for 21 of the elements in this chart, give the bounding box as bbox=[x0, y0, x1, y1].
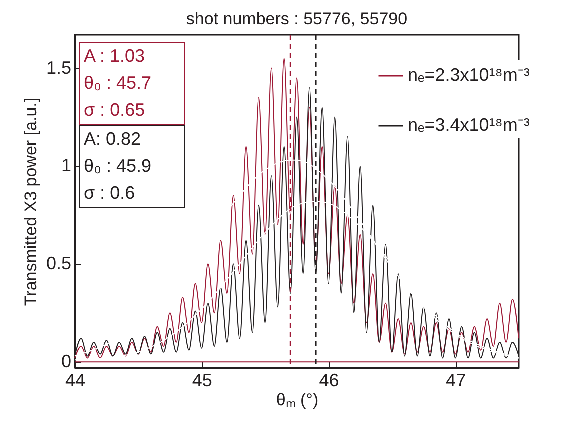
x-tick-label: 46 bbox=[319, 370, 340, 390]
x-tick-label: 47 bbox=[446, 370, 466, 390]
text-frame: A: 0.82 θ₀ : 45.9 σ : 0.6 bbox=[79, 125, 185, 208]
x-tick-label: 44 bbox=[65, 370, 86, 390]
chart-title: shot numbers : 55776, 55790 bbox=[186, 9, 408, 28]
y-tick-label: 1 bbox=[61, 156, 72, 176]
x-tick-label: 45 bbox=[192, 370, 212, 390]
annotation: θ₀ : 45.7 bbox=[84, 72, 153, 95]
annotation: A: 0.82 bbox=[84, 128, 142, 151]
y-tick-label: 1.5 bbox=[46, 58, 72, 78]
y-tick-label: 0.5 bbox=[46, 254, 72, 274]
x-axis-title: θₘ (°) bbox=[276, 390, 319, 410]
annotation: σ : 0.6 bbox=[84, 182, 136, 205]
annotation: θ₀ : 45.9 bbox=[84, 155, 153, 178]
legend-label: nₑ=3.4x10¹⁸m⁻³ bbox=[408, 115, 530, 135]
y-tick-label: 0 bbox=[61, 352, 72, 372]
legend-label: nₑ=2.3x10¹⁸m⁻³ bbox=[408, 65, 530, 85]
annotation: A : 1.03 bbox=[84, 45, 146, 68]
text-frame: A : 1.03 θ₀ : 45.7 σ : 0.65 bbox=[79, 42, 185, 125]
annotation: σ : 0.65 bbox=[84, 99, 146, 122]
y-axis-title: Transmitted X3 power [a.u.] bbox=[21, 98, 40, 306]
